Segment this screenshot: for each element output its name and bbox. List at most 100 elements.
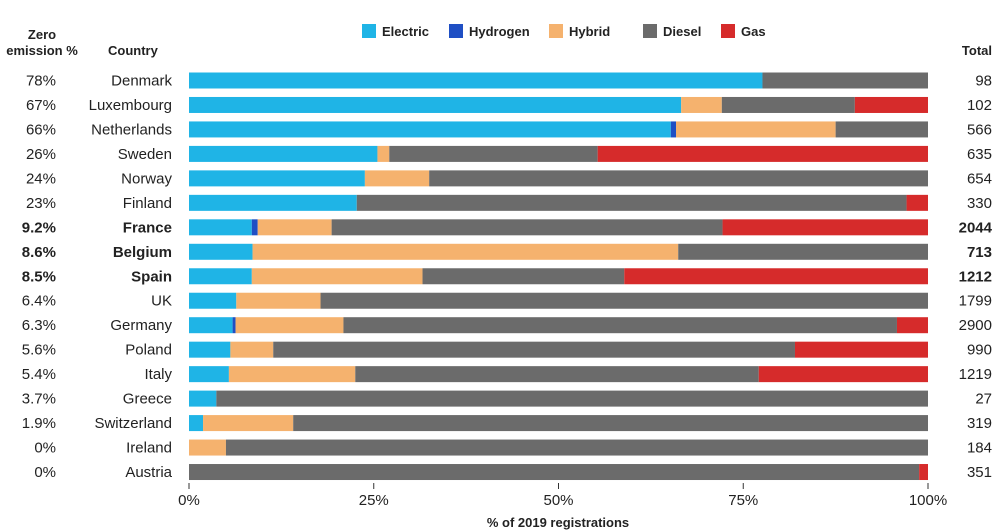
bar-luxembourg-gas bbox=[854, 96, 928, 113]
x-axis-label: % of 2019 registrations bbox=[487, 515, 629, 530]
total-luxembourg: 102 bbox=[967, 97, 992, 114]
country-germany: Germany bbox=[110, 317, 172, 334]
zero-emission-header-line1: Zero bbox=[28, 27, 56, 42]
bar-norway-electric bbox=[189, 170, 365, 187]
bar-spain-diesel bbox=[422, 268, 625, 285]
bar-netherlands-hydrogen bbox=[670, 121, 677, 138]
bars bbox=[189, 72, 929, 481]
zero-emission-denmark: 78% bbox=[26, 73, 56, 90]
total-finland: 330 bbox=[967, 195, 992, 212]
legend-label-electric: Electric bbox=[382, 24, 429, 39]
x-tick-label: 50% bbox=[543, 492, 573, 509]
country-denmark: Denmark bbox=[111, 73, 172, 90]
total-belgium: 713 bbox=[967, 244, 992, 261]
zero-emission-norway: 24% bbox=[26, 170, 56, 187]
bar-belgium-diesel bbox=[678, 243, 928, 260]
bar-switzerland-electric bbox=[189, 415, 204, 432]
zero-emission-switzerland: 1.9% bbox=[22, 415, 56, 432]
total-sweden: 635 bbox=[967, 146, 992, 163]
bar-poland-electric bbox=[189, 341, 231, 358]
bar-france-diesel bbox=[331, 219, 723, 236]
bar-germany-diesel bbox=[343, 317, 897, 334]
bar-sweden-electric bbox=[189, 145, 378, 162]
zero-emission-finland: 23% bbox=[26, 195, 56, 212]
zero-emission-sweden: 26% bbox=[26, 146, 56, 163]
country-austria: Austria bbox=[125, 464, 172, 481]
x-tick-label: 25% bbox=[359, 492, 389, 509]
x-axis: 0% 25% 50% 75% 100% bbox=[178, 483, 947, 509]
zero-emission-austria: 0% bbox=[34, 464, 56, 481]
legend-swatch-electric bbox=[362, 24, 376, 38]
bar-germany-hydrogen bbox=[232, 317, 236, 334]
zero-emission-netherlands: 66% bbox=[26, 121, 56, 138]
bar-spain-hybrid bbox=[251, 268, 423, 285]
zero-emission-poland: 5.6% bbox=[22, 342, 56, 359]
zero-emission-spain: 8.5% bbox=[22, 268, 56, 285]
zero-emission-ireland: 0% bbox=[34, 440, 56, 457]
country-netherlands: Netherlands bbox=[91, 121, 172, 138]
bar-italy-diesel bbox=[355, 366, 759, 383]
bar-germany-electric bbox=[189, 317, 233, 334]
x-tick-label: 100% bbox=[909, 492, 947, 509]
bar-sweden-hybrid bbox=[377, 145, 390, 162]
bar-norway-diesel bbox=[429, 170, 928, 187]
country-italy: Italy bbox=[144, 366, 172, 383]
country-spain: Spain bbox=[131, 268, 172, 285]
total-spain: 1212 bbox=[959, 268, 992, 285]
legend-label-gas: Gas bbox=[741, 24, 766, 39]
bar-sweden-diesel bbox=[389, 145, 598, 162]
legend-label-hydrogen: Hydrogen bbox=[469, 24, 530, 39]
bar-sweden-gas bbox=[597, 145, 928, 162]
bar-luxembourg-diesel bbox=[721, 96, 855, 113]
bar-finland-gas bbox=[906, 194, 928, 211]
bar-austria-gas bbox=[919, 464, 928, 481]
legend-swatch-hydrogen bbox=[449, 24, 463, 38]
zero-emission-header-line2: emission % bbox=[6, 43, 78, 58]
bar-switzerland-diesel bbox=[293, 415, 929, 432]
zero-emission-france: 9.2% bbox=[22, 219, 56, 236]
bar-greece-electric bbox=[189, 390, 217, 407]
country-finland: Finland bbox=[123, 195, 172, 212]
bar-luxembourg-electric bbox=[189, 96, 682, 113]
bar-denmark-diesel bbox=[762, 72, 928, 89]
zero-emission-luxembourg: 67% bbox=[26, 97, 56, 114]
total-greece: 27 bbox=[975, 391, 992, 408]
total-switzerland: 319 bbox=[967, 415, 992, 432]
country-belgium: Belgium bbox=[113, 244, 172, 261]
total-uk: 1799 bbox=[959, 293, 992, 310]
total-italy: 1219 bbox=[959, 366, 992, 383]
bar-spain-gas bbox=[624, 268, 928, 285]
bar-ireland-diesel bbox=[225, 439, 928, 456]
total-netherlands: 566 bbox=[967, 121, 992, 138]
x-tick-label: 0% bbox=[178, 492, 200, 509]
bar-france-hydrogen bbox=[251, 219, 258, 236]
country-switzerland: Switzerland bbox=[94, 415, 172, 432]
bar-france-gas bbox=[722, 219, 928, 236]
zero-emission-uk: 6.4% bbox=[22, 293, 56, 310]
legend-swatch-diesel bbox=[643, 24, 657, 38]
total-austria: 351 bbox=[967, 464, 992, 481]
total-france: 2044 bbox=[959, 219, 993, 236]
country-sweden: Sweden bbox=[118, 146, 172, 163]
bar-greece-diesel bbox=[216, 390, 928, 407]
bar-switzerland-hybrid bbox=[203, 415, 294, 432]
country-luxembourg: Luxembourg bbox=[89, 97, 172, 114]
bar-spain-electric bbox=[189, 268, 252, 285]
bar-denmark-electric bbox=[189, 72, 763, 89]
bar-france-electric bbox=[189, 219, 252, 236]
total-ireland: 184 bbox=[967, 440, 992, 457]
bar-netherlands-diesel bbox=[835, 121, 928, 138]
bar-belgium-electric bbox=[189, 243, 253, 260]
country-poland: Poland bbox=[125, 342, 172, 359]
country-norway: Norway bbox=[121, 170, 172, 187]
bar-luxembourg-hybrid bbox=[681, 96, 722, 113]
legend-swatch-gas bbox=[721, 24, 735, 38]
total-norway: 654 bbox=[967, 170, 992, 187]
bar-netherlands-electric bbox=[189, 121, 671, 138]
total-germany: 2900 bbox=[959, 317, 992, 334]
zero-emission-germany: 6.3% bbox=[22, 317, 56, 334]
country-uk: UK bbox=[151, 293, 172, 310]
bar-finland-diesel bbox=[356, 194, 907, 211]
bar-belgium-hybrid bbox=[252, 243, 679, 260]
